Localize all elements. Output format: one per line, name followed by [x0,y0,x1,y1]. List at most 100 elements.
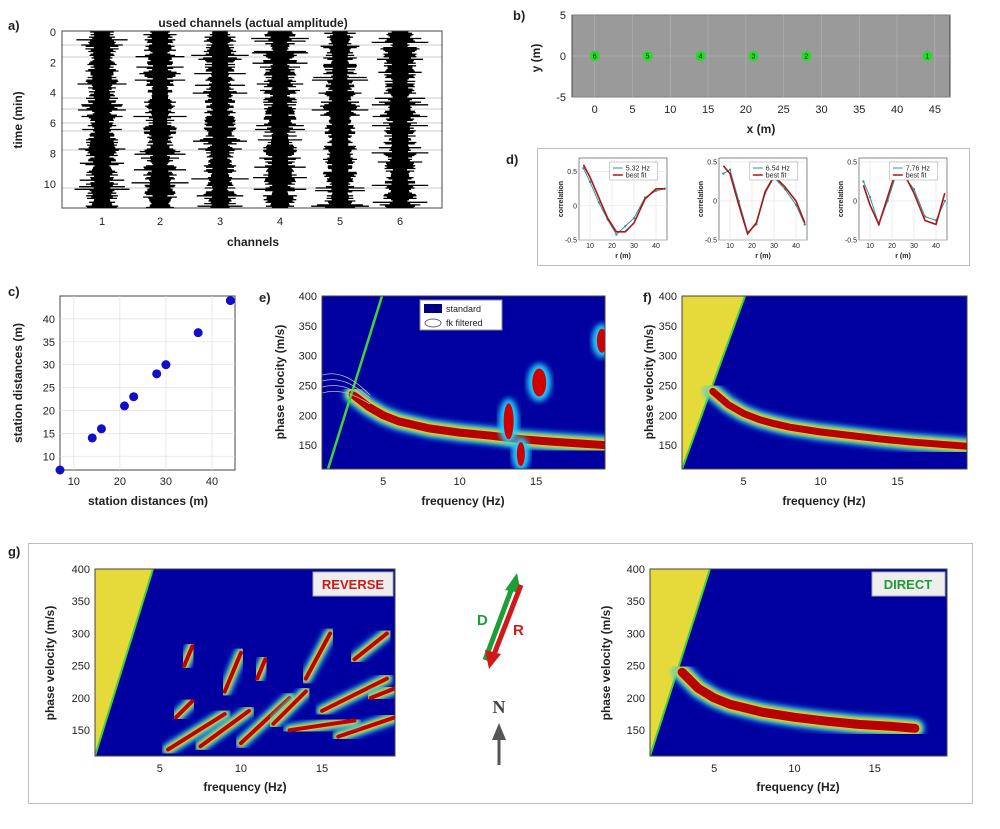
chart-b-xtick: 45 [929,104,941,116]
chart-b-xtick: 10 [664,104,676,116]
dispersion-ytick: 150 [659,440,677,452]
series-point [862,180,865,183]
dispersion-ytick: 350 [299,321,317,333]
chart-a-xtick: 1 [99,216,105,228]
legend-entry: best fit [626,173,647,180]
aliasing-line [682,296,746,469]
chart-a-traces [62,31,442,209]
chart-g-direct: DIRECT 5 10 15 150 200 250 300 350 400 frequency… [599,564,948,794]
series-point [803,223,806,226]
dispersion-ytick: 250 [299,380,317,392]
chart-b-xtick: 40 [891,104,903,116]
subplot-ytick: 0 [713,198,717,205]
chart-f: 5 10 15 150 200 250 300 350 400 frequency (Hz) p… [642,291,968,508]
panel-label-a: a) [8,18,20,33]
chart-a-ylabel: time (min) [11,91,25,148]
energy-spot [596,328,605,353]
reverse-arrow-head [485,650,501,669]
series-point [943,199,946,203]
station-marker [695,51,706,61]
series-point [868,195,872,199]
subplot-ytick: 0 [573,203,577,210]
dispersion-xtick: 10 [454,476,466,488]
chart-c-ytick: 35 [43,337,55,349]
chart-c-ytick: 30 [43,360,55,372]
chart-a-ytick: 8 [50,148,56,160]
subplot-xlabel: r (m) [615,253,631,260]
legend-standard-swatch [424,304,442,313]
dispersion-ytick: 200 [72,693,90,705]
chart-g-direct-xlabel: frequency (Hz) [756,780,839,794]
energy-streak [198,708,252,749]
dispersion-ytick: 350 [72,596,90,608]
energy-streak [255,657,268,681]
subplot-xtick: 40 [652,243,660,250]
chart-c-ytick: 10 [43,451,55,463]
dispersion-xtick: 15 [316,763,328,775]
dispersion-ytick: 300 [299,351,317,363]
chart-b-ytick: 5 [560,10,566,22]
subplot-xtick: 20 [748,243,756,250]
reverse-label: REVERSE [322,577,384,592]
dispersion-ytick: 150 [299,440,317,452]
chart-c-ytick: 15 [43,428,55,440]
subplot-xtick: 20 [608,243,616,250]
energy-spot [532,368,547,397]
subplot-ytick: -0.5 [565,238,577,245]
chart-a-ytick: 4 [50,88,56,100]
panel-g-frame [28,543,973,804]
chart-f-xlabel: frequency (Hz) [782,494,865,508]
chart-a-ytick: 10 [44,179,56,191]
chart-c-xtick: 30 [160,476,172,488]
station-marker [922,51,933,61]
subplot-ytick: 0 [853,198,857,205]
dispersion-xtick: 5 [380,476,386,488]
dispersion-ytick: 400 [72,564,90,576]
chart-b-xtick: 5 [629,104,635,116]
subplot-xtick: 30 [770,243,778,250]
chart-a-xtick: 6 [397,216,403,228]
chart-a-xtick: 3 [217,216,223,228]
dispersion-ytick: 350 [659,321,677,333]
chart-a-xtick: 4 [277,216,283,228]
energy-streak [165,712,227,752]
distance-point [193,328,203,338]
legend-entry: 6.54 Hz [766,166,791,173]
chart-b-xtick: 30 [815,104,827,116]
north-arrow-head [492,723,506,740]
dispersion-ytick: 300 [72,628,90,640]
subplot-ytick: 0.5 [847,159,857,166]
dispersion-ytick: 400 [627,564,645,576]
chart-a-ytick: 6 [50,118,56,130]
distance-point [129,392,139,402]
energy-streak [303,631,333,681]
distance-point [161,360,171,370]
reverse-arrow-shaft [490,584,524,658]
station-marker [801,51,812,61]
energy-streak [238,695,292,746]
station-label: 4 [699,54,703,61]
chart-e-xlabel: frequency (Hz) [421,494,504,508]
chart-c: 10 20 30 40 10 15 20 25 30 35 40 station distances… [11,295,236,508]
chart-b-xtick: 15 [702,104,714,116]
panel-label-c: c) [8,284,20,299]
chart-a-ytick: 2 [50,57,56,69]
dispersion-ytick: 250 [627,661,645,673]
chart-c-ylabel: station distances (m) [11,323,25,443]
dispersion-xtick: 10 [788,763,800,775]
chart-b-ylabel: y (m) [529,44,543,73]
dispersion-xtick: 5 [157,763,163,775]
subplot-xtick: 10 [866,243,874,250]
station-marker [589,51,600,61]
station-label: 5 [646,54,650,61]
chart-a-axes [61,30,443,209]
series-point [597,201,600,204]
series-point [624,225,627,228]
series-point [588,180,592,184]
chart-b-ytick: -5 [556,92,566,104]
series-best-fit [582,164,665,233]
station-label: 6 [593,54,597,61]
energy-streak [320,676,389,713]
subplot-ylabel: correlation [558,181,565,217]
